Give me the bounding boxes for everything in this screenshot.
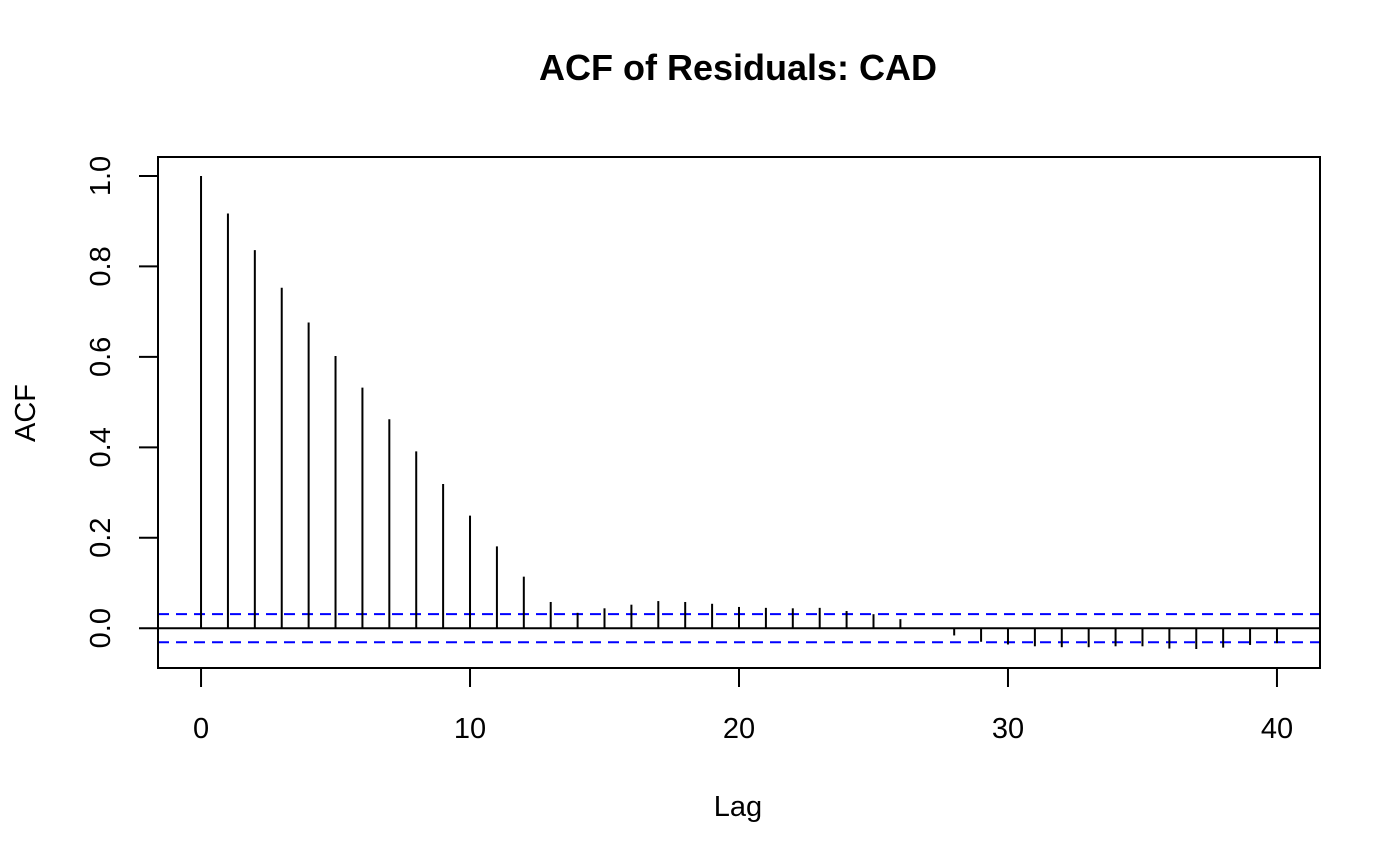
y-tick-label-0.0: 0.0 <box>85 608 117 648</box>
x-tick-label-30: 30 <box>992 713 1024 745</box>
y-tick-label-1.0: 1.0 <box>85 156 117 196</box>
plot-frame <box>157 156 1321 669</box>
x-tick-label-10: 10 <box>454 713 486 745</box>
x-tick-label-40: 40 <box>1261 713 1293 745</box>
x-tick-label-20: 20 <box>723 713 755 745</box>
x-axis-label: Lag <box>714 791 762 823</box>
y-tick-label-0.8: 0.8 <box>85 246 117 286</box>
y-tick-label-0.2: 0.2 <box>85 518 117 558</box>
y-tick-label-0.4: 0.4 <box>85 427 117 467</box>
chart-title: ACF of Residuals: CAD <box>539 47 937 88</box>
x-tick-label-0: 0 <box>193 713 209 745</box>
y-axis-label: ACF <box>10 384 42 442</box>
y-tick-label-0.6: 0.6 <box>85 337 117 377</box>
plot-area: 0 10 20 30 40 0.0 0.2 0.4 0.6 0.8 1.0 <box>85 156 1321 745</box>
